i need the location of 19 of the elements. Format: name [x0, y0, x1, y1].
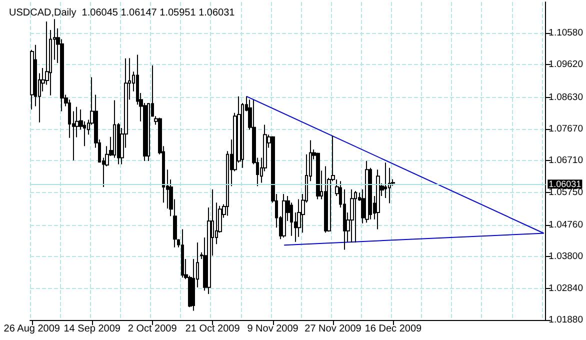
x-tick-label: 26 Aug 2009 — [4, 324, 60, 334]
y-tick-label: 1.07670 — [548, 124, 584, 134]
x-tick-label: 21 Oct 2009 — [185, 324, 240, 334]
x-tick-label: 9 Nov 2009 — [247, 324, 299, 334]
x-tick-label: 14 Sep 2009 — [64, 324, 121, 334]
y-tick-label: 1.05750 — [548, 186, 584, 198]
y-tick-label: 1.10580 — [548, 28, 584, 39]
x-tick-label: 2 Oct 2009 — [128, 324, 178, 334]
y-tick-label: 1.08630 — [548, 92, 584, 103]
text: USDCAD,Daily 1.06045 1.06147 1.05951 1.06031 — [9, 8, 236, 18]
y-tick-label: 1.03800 — [548, 251, 584, 262]
x-tick-label: 27 Nov 2009 — [304, 324, 362, 334]
y-tick-label: 1.09620 — [548, 59, 584, 70]
ref-line-label: 1.06031 — [548, 179, 582, 190]
x-tick-label: 16 Dec 2009 — [364, 324, 422, 334]
y-tick-label: 1.01880 — [548, 314, 584, 326]
y-tick-label: 1.04760 — [548, 219, 584, 230]
y-tick-label: 1.06710 — [548, 155, 584, 166]
y-tick-label: 1.02840 — [548, 282, 584, 294]
